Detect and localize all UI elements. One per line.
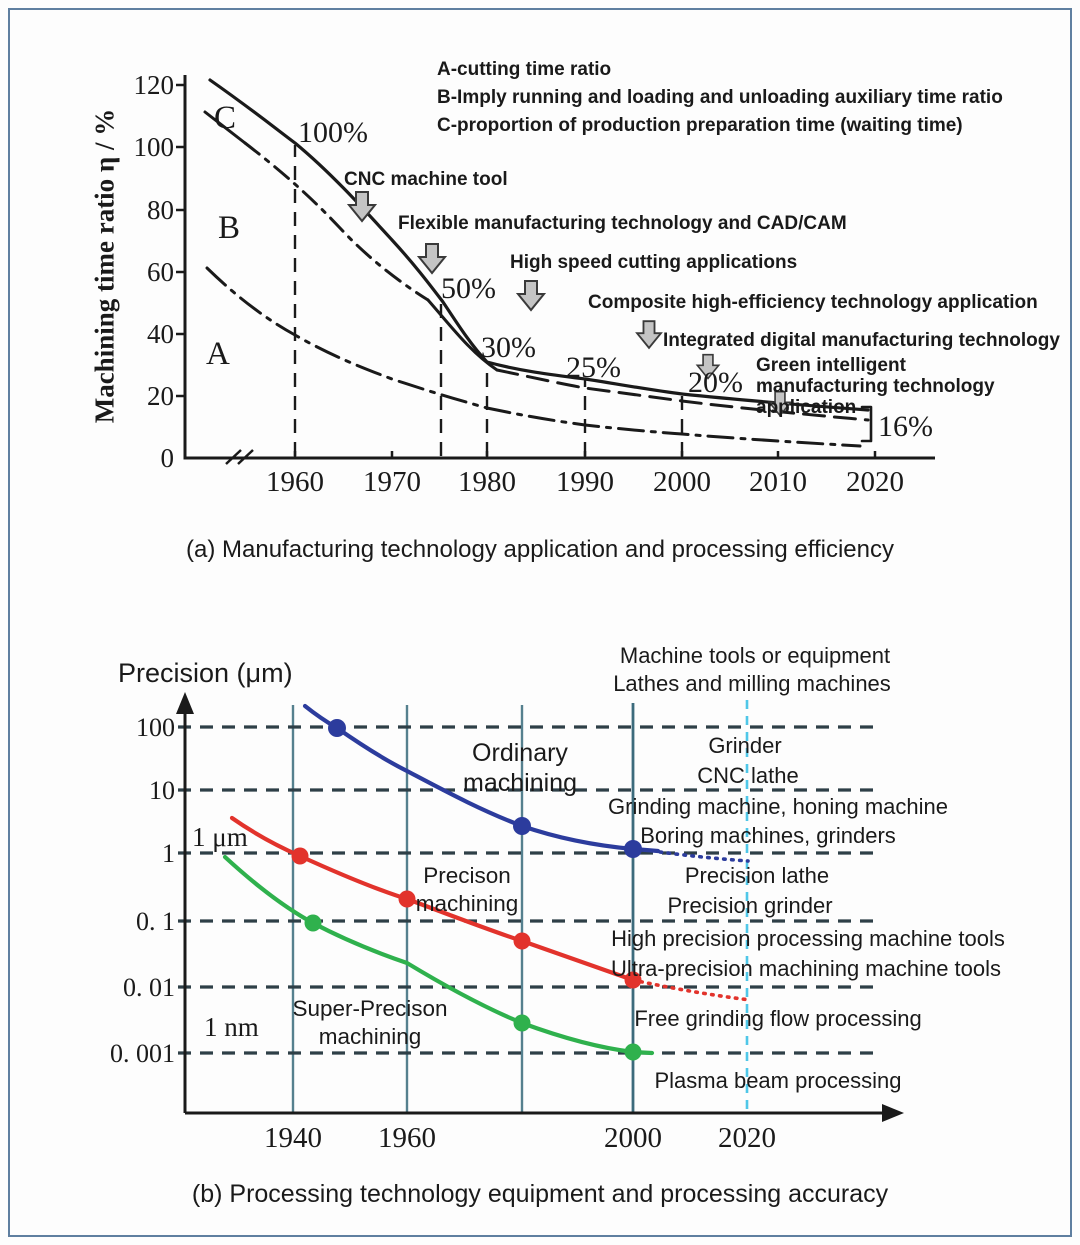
super-precision-machining-series	[222, 854, 655, 1056]
x-tick-a: 1980	[458, 466, 516, 498]
y-tick-a: 120	[133, 70, 175, 100]
y-tick-b: 100	[136, 713, 175, 742]
percent-label: 25%	[566, 351, 621, 384]
equipment-label: Grinder	[708, 733, 782, 758]
precision-machining-points	[291, 847, 642, 989]
y-tick-a: 100	[133, 132, 175, 162]
y-tick-a: 20	[147, 381, 174, 411]
zone-label-c: C	[214, 100, 237, 136]
figure-border	[8, 8, 1072, 1237]
x-tick-b: 2000	[604, 1122, 662, 1154]
zone-precision-machining: Precison machining	[415, 863, 519, 917]
percent-label: 100%	[298, 116, 368, 149]
annotation-flexible: Flexible manufacturing technology and CA…	[398, 213, 847, 234]
annotation-composite: Composite high-efficiency technology app…	[588, 292, 1038, 313]
axis-break-icon	[225, 449, 254, 465]
equipment-label: Plasma beam processing	[654, 1068, 902, 1093]
zone-label-b: B	[218, 210, 241, 246]
y-tick-b: 10	[149, 776, 175, 805]
equipment-label: Boring machines, grinders	[640, 823, 896, 848]
legend-line-b: B-Imply running and loading and unloadin…	[437, 87, 1003, 108]
x-tick-a: 2020	[846, 466, 904, 498]
percent-label: 30%	[481, 331, 536, 364]
x-tick-a: 1960	[266, 466, 324, 498]
curve-b-bend	[426, 298, 499, 372]
x-tick-b: 2020	[718, 1122, 776, 1154]
y-tick-a: 40	[147, 319, 174, 349]
curve-a	[205, 266, 862, 448]
legend-line-c: C-proportion of production preparation t…	[437, 115, 963, 136]
y-tick-b: 0. 01	[123, 973, 175, 1002]
caption-a: (a) Manufacturing technology application…	[186, 536, 894, 563]
equipment-label: Lathes and milling machines	[613, 671, 891, 696]
equipment-label: Precision lathe	[684, 863, 830, 888]
unit-marker-nm: 1 nm	[204, 1012, 259, 1042]
arrow-down-icon	[636, 320, 662, 349]
x-tick-a: 2000	[653, 466, 711, 498]
annotation-cnc: CNC machine tool	[344, 169, 508, 190]
y-axis-arrowhead-icon	[176, 692, 194, 714]
panel-a-curves	[203, 78, 873, 448]
arrow-down-icon	[517, 280, 545, 311]
panel-b-axes	[183, 708, 886, 1115]
x-tick-a: 1970	[363, 466, 421, 498]
y-tick-a: 80	[147, 195, 174, 225]
annotation-green: Green intelligent manufacturing technolo…	[756, 355, 995, 418]
x-tick-b: 1960	[378, 1122, 436, 1154]
unit-marker-um: 1 μm	[192, 822, 248, 852]
equipment-label: Precision grinder	[667, 893, 833, 918]
x-tick-a: 1990	[556, 466, 614, 498]
y-tick-a: 0	[160, 443, 175, 473]
y-axis-label-b: Precision (μm)	[118, 658, 293, 688]
zone-super-precision-machining: Super-Precison machining	[292, 996, 448, 1050]
y-tick-b: 1	[162, 839, 175, 868]
y-tick-a: 60	[147, 257, 174, 287]
curve-b-tail	[495, 368, 870, 422]
equipment-label: Free grinding flow processing	[634, 1006, 922, 1031]
x-tick-a: 2010	[749, 466, 807, 498]
equipment-label: CNC lathe	[697, 763, 799, 788]
curve-total	[208, 78, 870, 412]
annotation-high-speed: High speed cutting applications	[510, 252, 798, 273]
y-tick-b: 0. 1	[136, 907, 175, 936]
y-tick-b: 0. 001	[110, 1039, 175, 1068]
x-axis-arrowhead-icon	[882, 1104, 904, 1122]
x-tick-b: 1940	[264, 1122, 322, 1154]
panel-a-guide-lines	[293, 145, 684, 456]
percent-label: 20%	[688, 366, 743, 399]
equipment-label: Machine tools or equipment	[619, 643, 891, 668]
end-bracket	[860, 405, 873, 443]
caption-b: (b) Processing technology equipment and …	[191, 1180, 889, 1208]
percent-label: 50%	[441, 272, 496, 305]
equipment-label: Grinding machine, honing machine	[608, 794, 948, 819]
ordinary-machining-points	[328, 719, 642, 858]
zone-ordinary-machining: Ordinary machining	[463, 739, 577, 797]
curve-b-left	[203, 110, 247, 145]
equipment-label: High precision processing machine tools	[611, 926, 1005, 951]
super-precision-machining-points	[304, 914, 642, 1061]
arrow-down-icon	[418, 243, 446, 274]
percent-label: 16%	[878, 410, 933, 443]
curve-b-dashdot	[243, 141, 430, 302]
zone-label-a: A	[206, 336, 230, 372]
annotation-integrated: Integrated digital manufacturing technol…	[663, 330, 1060, 351]
equipment-label: Ultra-precision machining machine tools	[610, 956, 1002, 981]
legend-line-a: A-cutting time ratio	[437, 59, 612, 80]
